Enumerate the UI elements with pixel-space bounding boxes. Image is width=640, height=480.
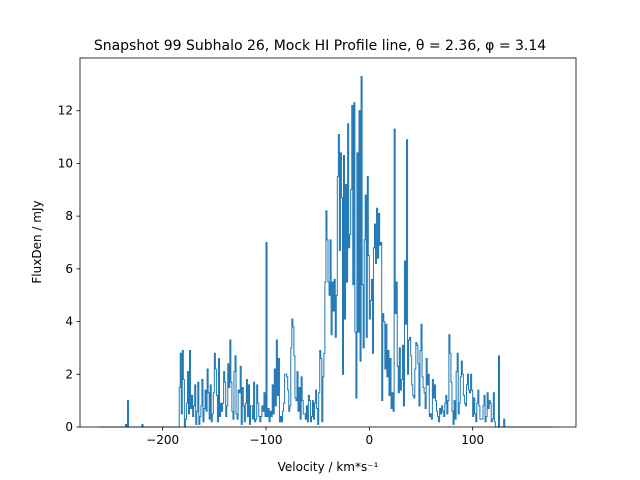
y-tick-label: 6 — [65, 262, 73, 276]
axes-frame — [79, 57, 577, 428]
x-axis-label: Velocity / km*s⁻¹ — [278, 460, 379, 474]
y-tick-label: 10 — [58, 156, 73, 170]
y-tick-label: 4 — [65, 315, 73, 329]
y-tick-label: 12 — [58, 104, 73, 118]
chart-title: Snapshot 99 Subhalo 26, Mock HI Profile … — [94, 38, 546, 54]
x-axis: −200 −100 0 100 — [146, 427, 484, 447]
plot-area — [98, 75, 554, 428]
x-tick-label: −200 — [146, 433, 179, 447]
x-tick-label: 0 — [366, 433, 374, 447]
y-axis-label: FluxDen / mJy — [30, 200, 44, 283]
x-tick-label: 100 — [461, 433, 484, 447]
x-tick-label: −100 — [250, 433, 283, 447]
series-step-line — [98, 75, 554, 428]
y-tick-label: 0 — [65, 420, 73, 434]
y-tick-label: 2 — [65, 367, 73, 381]
y-tick-label: 8 — [65, 209, 73, 223]
y-axis: 0 2 4 6 8 10 12 — [58, 104, 80, 434]
